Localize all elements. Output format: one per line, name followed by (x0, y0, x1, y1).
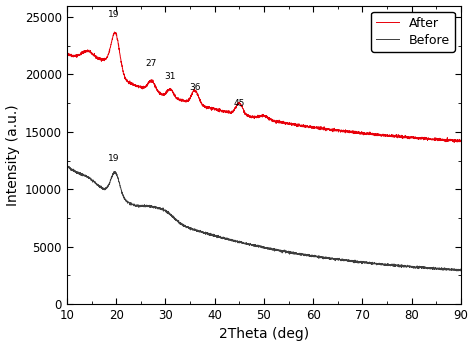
Legend: After, Before: After, Before (371, 12, 455, 52)
Before (133, 204, 138, 208)
Text: 19: 19 (108, 10, 119, 19)
Before (454, 269, 460, 273)
Before (408, 264, 414, 268)
After (215, 109, 221, 113)
Text: 45: 45 (234, 99, 245, 108)
Before (109, 174, 115, 178)
Before (232, 239, 238, 243)
After (64, 51, 70, 56)
After (458, 139, 464, 143)
Text: 31: 31 (164, 72, 176, 81)
Line: Before: Before (67, 166, 461, 271)
After (232, 106, 238, 110)
After (451, 139, 456, 143)
Before (64, 164, 70, 168)
Text: 19: 19 (108, 154, 119, 163)
Before (451, 268, 456, 272)
Y-axis label: Intensity (a.u.): Intensity (a.u.) (6, 104, 19, 206)
Text: 27: 27 (145, 59, 156, 68)
X-axis label: 2Theta (deg): 2Theta (deg) (219, 328, 309, 341)
Text: 36: 36 (189, 83, 201, 92)
After (408, 135, 414, 139)
After (133, 83, 138, 87)
After (109, 38, 115, 42)
Before (64, 165, 70, 169)
Line: After: After (67, 32, 461, 142)
After (451, 140, 457, 144)
Before (458, 269, 464, 273)
After (111, 30, 117, 34)
Before (215, 233, 221, 237)
